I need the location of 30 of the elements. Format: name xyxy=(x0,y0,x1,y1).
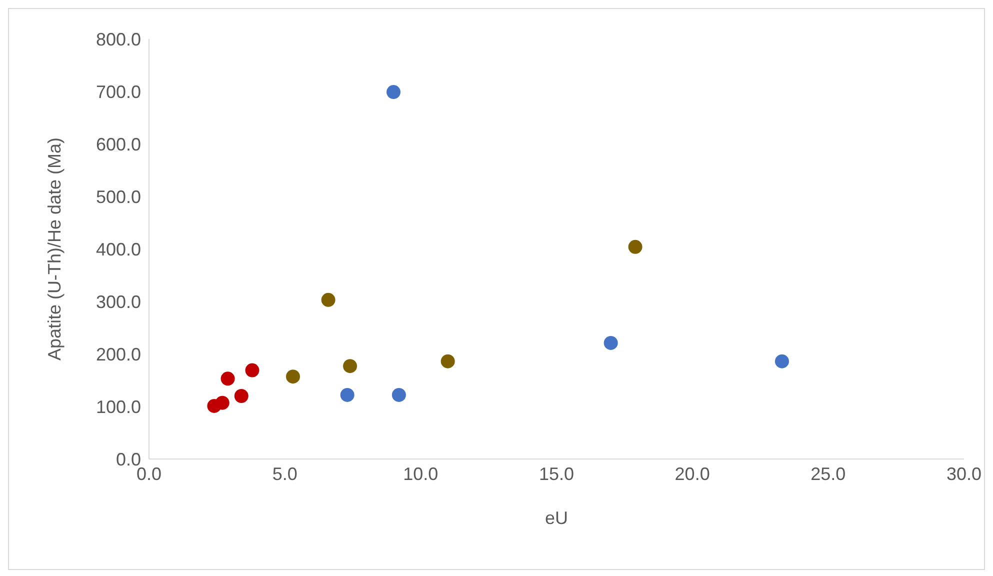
y-tick-label: 400.0 xyxy=(96,239,141,260)
point xyxy=(628,240,642,254)
x-tick-label: 5.0 xyxy=(272,464,298,484)
y-tick-label: 200.0 xyxy=(96,344,141,364)
point xyxy=(321,292,336,307)
x-tick-label: 30.0 xyxy=(946,464,982,484)
point xyxy=(392,388,406,402)
y-tick-label: 300.0 xyxy=(96,292,141,312)
point xyxy=(440,354,455,368)
point xyxy=(215,396,230,410)
y-tick-label: 800.0 xyxy=(96,29,141,50)
point xyxy=(774,354,789,368)
x-tick-label: 15.0 xyxy=(538,464,574,484)
y-tick-label: 700.0 xyxy=(96,82,141,102)
x-tick-label: 20.0 xyxy=(674,464,710,484)
y-tick-label: 100.0 xyxy=(96,396,141,417)
x-tick-label: 25.0 xyxy=(810,464,846,484)
point xyxy=(234,389,248,403)
point xyxy=(386,85,400,100)
point xyxy=(343,359,358,374)
x-axis-title: eU xyxy=(544,508,568,528)
point xyxy=(286,370,300,384)
point xyxy=(340,388,354,402)
y-axis-title: Apatite (U-Th)/He date (Ma) xyxy=(44,137,64,361)
point xyxy=(245,363,260,378)
y-tick-label: 500.0 xyxy=(96,186,141,207)
y-tick-label: 600.0 xyxy=(96,134,141,154)
point xyxy=(604,336,618,350)
x-tick-label: 10.0 xyxy=(403,464,438,484)
point xyxy=(220,372,235,386)
